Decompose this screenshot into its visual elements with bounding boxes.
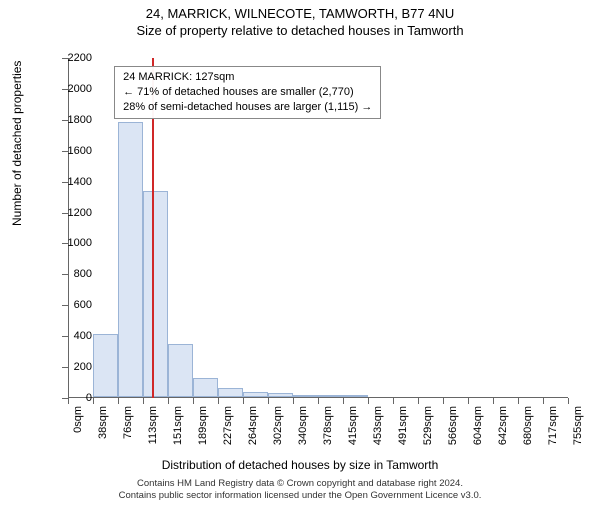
x-tick-label: 0sqm <box>72 406 84 433</box>
x-tick-label: 680sqm <box>522 406 534 445</box>
x-tick-label: 302sqm <box>272 406 284 445</box>
x-axis-label: Distribution of detached houses by size … <box>0 458 600 472</box>
x-tick <box>393 398 394 404</box>
annotation-line-1: 24 MARRICK: 127sqm <box>123 70 372 85</box>
x-tick <box>318 398 319 404</box>
x-tick <box>443 398 444 404</box>
x-tick-label: 415sqm <box>347 406 359 445</box>
x-tick-label: 642sqm <box>497 406 509 445</box>
footer-line-2: Contains public sector information licen… <box>0 490 600 502</box>
annotation-line-3: 28% of semi-detached houses are larger (… <box>123 100 372 115</box>
plot-area: 24 MARRICK: 127sqm ← 71% of detached hou… <box>68 58 568 398</box>
chart-title-sub: Size of property relative to detached ho… <box>0 23 600 38</box>
y-tick-label: 1000 <box>52 237 92 249</box>
x-tick-label: 189sqm <box>197 406 209 445</box>
x-tick <box>418 398 419 404</box>
x-tick-label: 151sqm <box>172 406 184 445</box>
x-tick-label: 76sqm <box>122 406 134 439</box>
histogram-bar <box>93 334 118 397</box>
y-tick-label: 400 <box>52 330 92 342</box>
x-tick <box>93 398 94 404</box>
x-tick-label: 340sqm <box>297 406 309 445</box>
y-tick-label: 600 <box>52 299 92 311</box>
x-tick-label: 38sqm <box>97 406 109 439</box>
x-tick <box>543 398 544 404</box>
y-tick-label: 2000 <box>52 83 92 95</box>
y-tick-label: 1200 <box>52 207 92 219</box>
x-tick <box>143 398 144 404</box>
footer: Contains HM Land Registry data © Crown c… <box>0 478 600 502</box>
x-tick <box>168 398 169 404</box>
y-tick-label: 2200 <box>52 52 92 64</box>
x-tick <box>368 398 369 404</box>
histogram-bar <box>218 388 243 397</box>
x-tick <box>493 398 494 404</box>
histogram-bar <box>293 395 318 397</box>
histogram-bar <box>343 395 368 397</box>
histogram-bar <box>318 395 343 397</box>
x-tick-label: 566sqm <box>447 406 459 445</box>
y-tick-label: 800 <box>52 268 92 280</box>
annotation-line-2: ← 71% of detached houses are smaller (2,… <box>123 85 372 100</box>
x-tick <box>218 398 219 404</box>
chart-title-main: 24, MARRICK, WILNECOTE, TAMWORTH, B77 4N… <box>0 6 600 21</box>
y-tick-label: 0 <box>52 392 92 404</box>
x-tick <box>243 398 244 404</box>
x-tick <box>568 398 569 404</box>
x-tick-label: 453sqm <box>372 406 384 445</box>
x-tick <box>343 398 344 404</box>
chart-container: 24, MARRICK, WILNECOTE, TAMWORTH, B77 4N… <box>0 6 600 506</box>
y-tick-label: 1600 <box>52 145 92 157</box>
x-tick <box>518 398 519 404</box>
x-tick-label: 113sqm <box>147 406 159 444</box>
annotation-box: 24 MARRICK: 127sqm ← 71% of detached hou… <box>114 66 381 119</box>
y-axis <box>68 58 69 398</box>
x-tick-label: 264sqm <box>247 406 259 445</box>
footer-line-1: Contains HM Land Registry data © Crown c… <box>0 478 600 490</box>
x-tick-label: 529sqm <box>422 406 434 445</box>
x-tick <box>268 398 269 404</box>
y-tick-label: 200 <box>52 361 92 373</box>
x-tick-label: 717sqm <box>547 406 559 445</box>
histogram-bar <box>193 378 218 397</box>
x-tick-label: 227sqm <box>222 406 234 445</box>
x-tick <box>118 398 119 404</box>
histogram-bar <box>118 122 143 397</box>
x-tick-label: 491sqm <box>397 406 409 445</box>
histogram-bar <box>268 393 293 397</box>
x-tick-label: 755sqm <box>572 406 584 445</box>
x-tick-label: 604sqm <box>472 406 484 445</box>
histogram-bar <box>143 191 168 397</box>
histogram-bar <box>168 344 193 397</box>
x-tick-label: 378sqm <box>322 406 334 445</box>
x-tick <box>293 398 294 404</box>
y-tick-label: 1800 <box>52 114 92 126</box>
x-tick <box>193 398 194 404</box>
y-axis-label: Number of detached properties <box>10 61 24 226</box>
histogram-bar <box>243 392 268 397</box>
y-tick-label: 1400 <box>52 176 92 188</box>
x-tick <box>468 398 469 404</box>
